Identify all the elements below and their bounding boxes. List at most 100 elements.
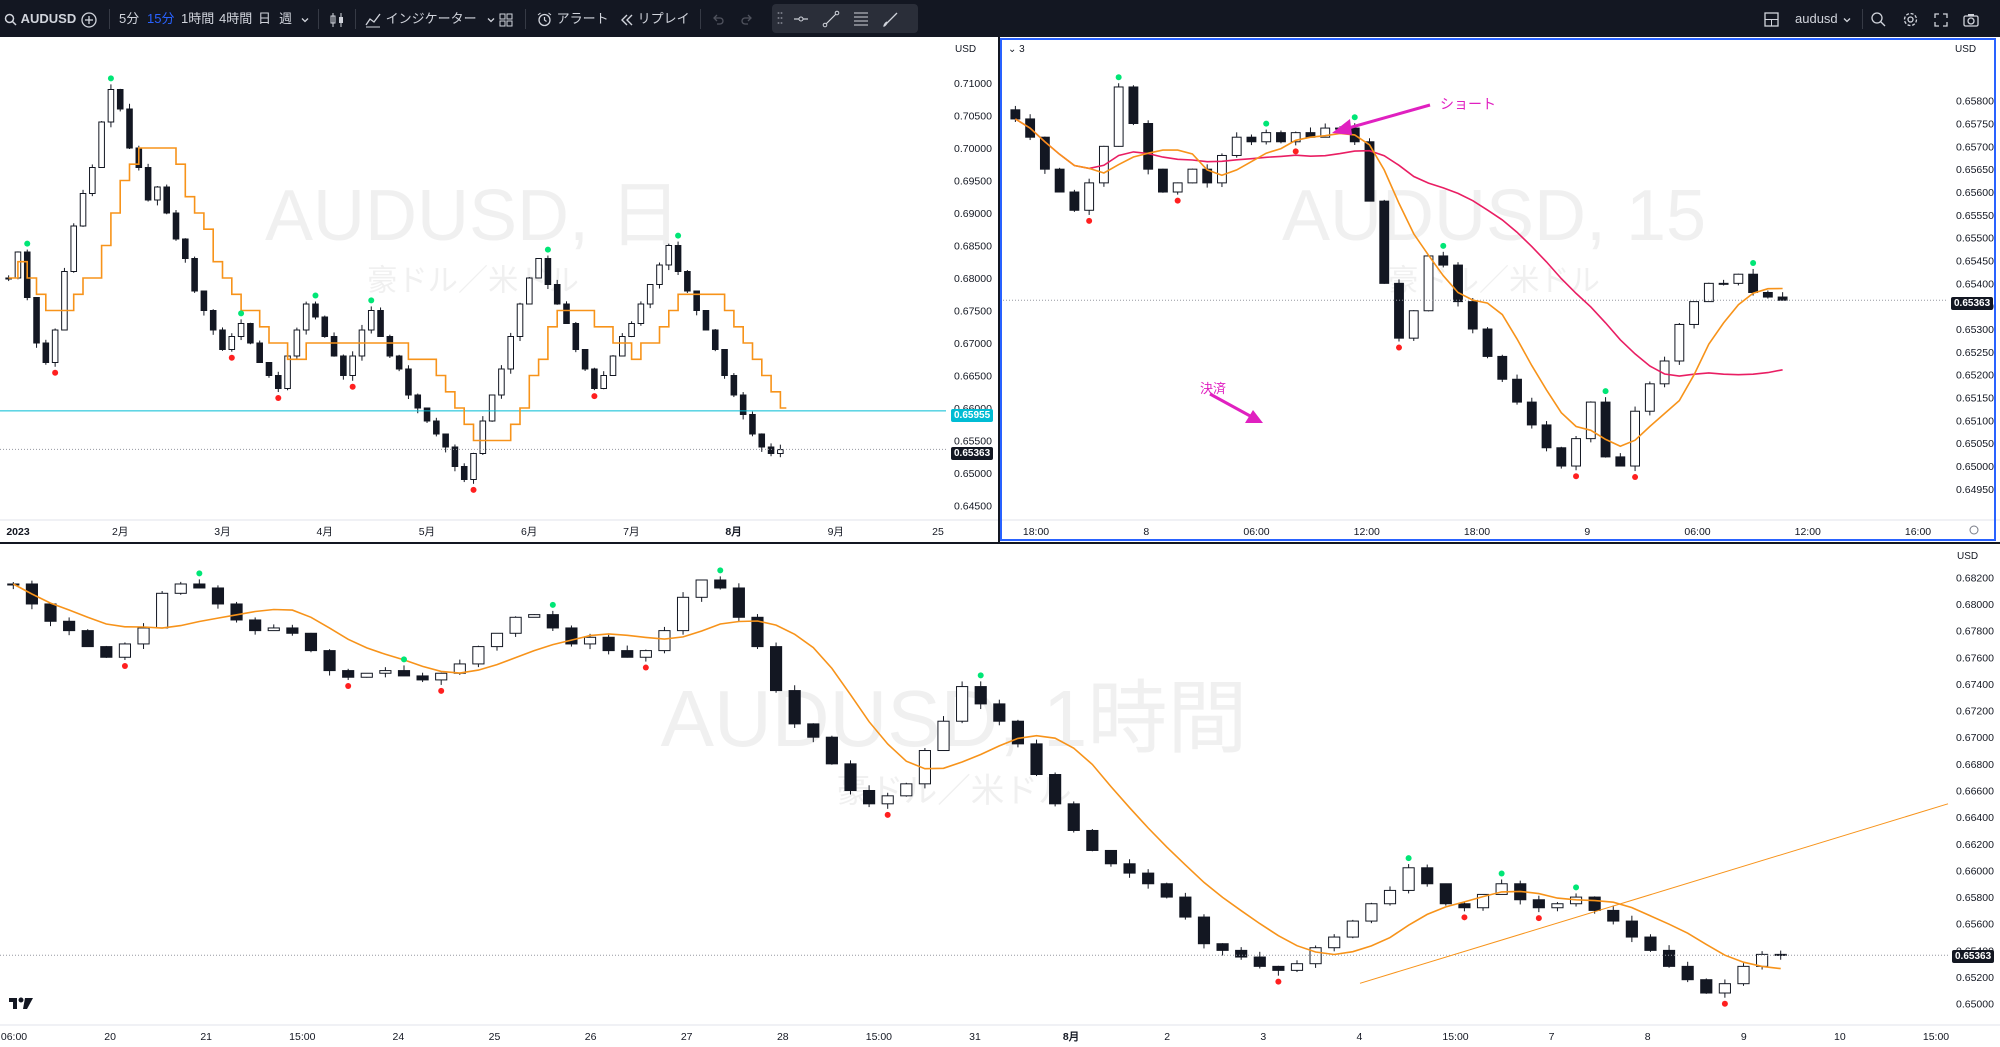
legend-badge[interactable]: ⌄ 3 xyxy=(1008,44,1025,55)
candle-up xyxy=(70,225,78,272)
swing-high-marker xyxy=(1602,388,1609,395)
candle-down xyxy=(1438,255,1449,266)
candle-down xyxy=(1526,401,1537,426)
candle-down xyxy=(1748,273,1759,293)
time-tick-label: 3 xyxy=(1260,1031,1266,1043)
candle-down xyxy=(974,686,987,705)
pane-divider-vertical[interactable] xyxy=(998,37,1000,542)
trend-line-tool-icon[interactable] xyxy=(822,10,840,31)
redo-button[interactable] xyxy=(740,0,754,37)
layout-name[interactable]: audusd xyxy=(1795,11,1838,26)
layout-button[interactable] xyxy=(1763,0,1780,37)
candle-up xyxy=(509,616,522,634)
last-price-tag: 0.65363 xyxy=(1952,950,1995,963)
candle-down xyxy=(684,271,691,292)
candle-up xyxy=(516,303,524,337)
time-tick-label: 2 xyxy=(1164,1031,1170,1043)
candle-up xyxy=(1737,965,1750,985)
candle-up xyxy=(435,672,448,681)
drag-handle-icon[interactable] xyxy=(777,11,783,29)
short-arrow-line xyxy=(1344,103,1431,131)
chevron-down-icon xyxy=(1842,11,1852,26)
indicators-button[interactable]: インジケーター xyxy=(364,0,496,37)
price-tick-label: 0.67000 xyxy=(954,338,992,350)
candle-down xyxy=(553,284,561,305)
candle-up xyxy=(237,323,245,337)
time-tick-label: 8月 xyxy=(725,526,741,538)
fullscreen-button[interactable] xyxy=(1933,0,1949,37)
undo-button[interactable] xyxy=(711,0,725,37)
interval-15m[interactable]: 15分 xyxy=(147,11,175,26)
quick-search-button[interactable] xyxy=(1870,0,1887,37)
candle-up xyxy=(1571,438,1581,467)
interval-4h[interactable]: 4時間 xyxy=(219,11,253,26)
horizontal-line-tool-icon[interactable] xyxy=(792,10,810,31)
swing-low-marker xyxy=(1174,197,1181,204)
chart-pane-1hour[interactable]: AUDUSD, 1時間 豪ドル／米ドル 0.68200 0.68000 0.67800 0… xyxy=(0,544,2000,1047)
candle-down xyxy=(591,368,598,389)
currency-label[interactable]: USD xyxy=(1957,551,1979,562)
time-tick-label: 4月 xyxy=(316,526,332,538)
interval-dropdown[interactable] xyxy=(300,0,310,37)
swing-low-marker xyxy=(591,393,598,400)
candle-up xyxy=(695,579,708,598)
price-tick-label: 0.67800 xyxy=(1956,626,1994,638)
settings-button[interactable] xyxy=(1902,0,1919,37)
interval-week[interactable]: 週 xyxy=(279,11,293,26)
candle-down xyxy=(1049,774,1062,805)
candle-up xyxy=(470,453,477,480)
swing-low-marker xyxy=(1632,474,1639,481)
candle-down xyxy=(730,375,738,396)
candle-down xyxy=(274,375,282,389)
chevron-down-icon xyxy=(486,11,496,26)
candle-down xyxy=(693,290,700,311)
candle-up xyxy=(619,336,626,357)
candle-up xyxy=(1756,953,1769,967)
brush-tool-icon[interactable] xyxy=(882,10,900,31)
candle-up xyxy=(1309,947,1322,965)
candle-down xyxy=(330,336,338,357)
candle-up xyxy=(528,614,541,618)
15min-chart-svg[interactable]: AUDUSD, 15 豪ドル／米ドル 0.65800 0.65750 0.65700 0.… xyxy=(1000,37,2000,542)
candle-up xyxy=(1630,410,1641,467)
chart-type-button[interactable] xyxy=(328,0,346,37)
price-tick-label: 0.65300 xyxy=(1956,324,1994,336)
candle-down xyxy=(1497,355,1508,380)
undo-icon xyxy=(711,11,725,26)
candle-down xyxy=(423,407,431,422)
fib-tool-icon[interactable] xyxy=(852,10,870,31)
candle-down xyxy=(442,433,449,448)
candle-down xyxy=(1197,916,1211,945)
symbol-search[interactable]: AUDUSD xyxy=(4,0,76,37)
currency-label[interactable]: USD xyxy=(955,44,977,55)
candle-up xyxy=(583,636,597,645)
time-tick-label: 15:00 xyxy=(1442,1031,1468,1043)
time-tick-label: 12:00 xyxy=(1795,526,1821,538)
price-tick-label: 0.65600 xyxy=(1956,187,1994,199)
templates-button[interactable] xyxy=(498,0,514,37)
layout-dropdown[interactable] xyxy=(1842,0,1852,37)
candle-up xyxy=(665,245,673,266)
alert-button[interactable]: アラート xyxy=(536,0,609,37)
compare-add-button[interactable] xyxy=(80,0,98,37)
swing-high-marker xyxy=(1263,120,1270,127)
interval-5m[interactable]: 5分 xyxy=(119,11,140,26)
candle-down xyxy=(702,310,710,331)
candle-up xyxy=(1585,401,1596,440)
pane-divider-horizontal[interactable] xyxy=(0,542,2000,544)
chart-pane-daily[interactable]: AUDUSD, 日豪ドル／米ドル 0.71000 0.70500 0.70000 0.6… xyxy=(0,37,998,542)
candle-down xyxy=(247,323,254,344)
interval-1h[interactable]: 1時間 xyxy=(181,11,215,26)
chart-pane-15min[interactable]: AUDUSD, 15 豪ドル／米ドル 0.65800 0.65750 0.65700 0.… xyxy=(1000,37,2000,542)
currency-label[interactable]: USD xyxy=(1955,44,1977,55)
snapshot-button[interactable] xyxy=(1962,0,1980,37)
candle-down xyxy=(386,336,394,357)
candle-up xyxy=(137,627,150,645)
gear-icon xyxy=(1969,525,1979,535)
candle-up xyxy=(1113,86,1124,147)
interval-day[interactable]: 日 xyxy=(258,11,272,26)
replay-button[interactable]: リプレイ xyxy=(620,0,690,37)
swing-low-marker xyxy=(470,486,477,493)
